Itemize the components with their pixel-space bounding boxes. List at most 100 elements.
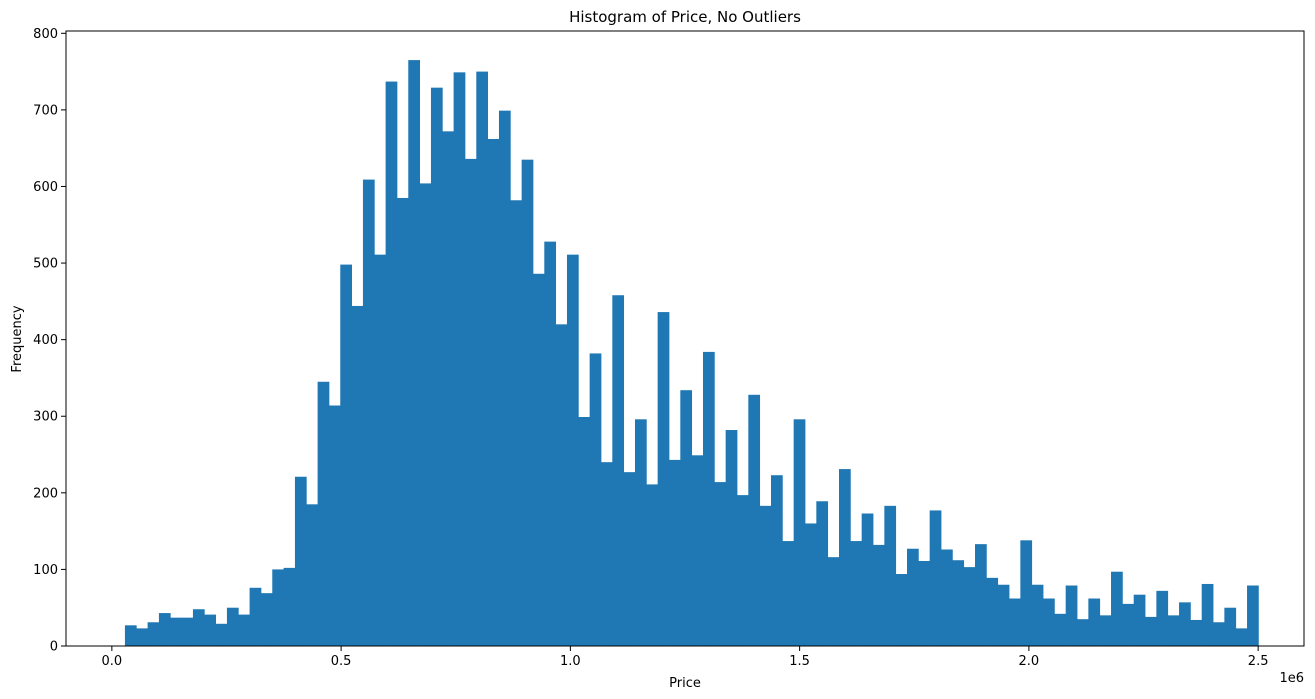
- y-tick-label: 100: [33, 563, 58, 578]
- histogram-bar: [317, 381, 330, 646]
- histogram-bar: [736, 495, 749, 646]
- histogram-bar: [1167, 615, 1180, 646]
- histogram-bar: [362, 179, 375, 646]
- histogram-bar: [328, 405, 341, 646]
- histogram-bar: [759, 505, 772, 646]
- histogram-bar: [340, 264, 353, 646]
- histogram-bar: [430, 87, 443, 647]
- histogram-bar: [374, 254, 387, 646]
- histogram-bar: [408, 60, 421, 647]
- x-axis-offset-label: 1e6: [1279, 671, 1304, 686]
- histogram-bar: [850, 541, 863, 646]
- histogram-bar: [532, 273, 545, 646]
- histogram-bar: [1122, 603, 1135, 646]
- histogram-bar: [668, 459, 681, 646]
- histogram-bar: [464, 158, 477, 646]
- y-tick-label: 500: [33, 257, 58, 272]
- histogram-bar: [1088, 598, 1101, 646]
- histogram-bar: [498, 110, 511, 646]
- histogram-bar: [657, 312, 670, 646]
- histogram-bar: [204, 614, 216, 646]
- histogram-bar: [521, 159, 534, 647]
- histogram-bar: [918, 560, 931, 646]
- histogram-bar: [895, 574, 908, 646]
- histogram-bar: [929, 510, 942, 646]
- histogram-bar: [623, 472, 636, 646]
- histogram-bar: [827, 557, 840, 646]
- histogram-bar: [1043, 598, 1055, 646]
- x-tick-label: 2.5: [1248, 654, 1269, 669]
- histogram-bar: [861, 513, 874, 646]
- bars-group: [124, 60, 1259, 647]
- histogram-bar: [1009, 598, 1021, 646]
- histogram-bar: [1190, 619, 1203, 646]
- histogram-bar: [600, 462, 613, 646]
- histogram-bar: [249, 587, 262, 646]
- histogram-bar: [612, 295, 625, 646]
- histogram-bar: [589, 353, 602, 646]
- histogram-bar: [476, 71, 489, 647]
- histogram-bar: [396, 197, 409, 646]
- y-tick-label: 400: [33, 333, 58, 348]
- histogram-bar: [555, 324, 568, 646]
- histogram-bar: [634, 419, 647, 646]
- histogram-bar: [952, 560, 965, 646]
- histogram-bar: [646, 484, 659, 646]
- histogram-bar: [714, 482, 727, 646]
- histogram-bar: [385, 81, 398, 647]
- histogram-bar: [442, 131, 455, 646]
- histogram-bar: [1111, 571, 1123, 646]
- histogram-bar: [136, 628, 148, 646]
- histogram-bar: [748, 394, 761, 646]
- histogram-bar: [804, 523, 817, 646]
- histogram-bar: [192, 609, 205, 646]
- histogram-bar: [306, 504, 318, 646]
- histogram-bar: [170, 617, 182, 646]
- histogram-bar: [1099, 615, 1112, 646]
- x-tick-label: 0.0: [102, 654, 123, 669]
- histogram-bar: [158, 613, 171, 646]
- histogram-bar: [725, 430, 738, 646]
- histogram-bar: [226, 607, 239, 646]
- histogram-bar: [1156, 590, 1169, 646]
- histogram-bar: [782, 541, 795, 646]
- histogram-bar: [1133, 594, 1146, 646]
- histogram-bar: [941, 549, 953, 646]
- x-tick-label: 1.0: [560, 654, 581, 669]
- y-tick-label: 600: [33, 180, 58, 195]
- histogram-bar: [1031, 584, 1044, 646]
- y-tick-label: 800: [33, 27, 58, 42]
- histogram-bar: [260, 593, 273, 646]
- histogram-bar: [873, 544, 885, 646]
- histogram-bar: [578, 417, 591, 646]
- histogram-bar: [487, 138, 500, 647]
- histogram-bar: [510, 200, 523, 646]
- histogram-bar: [215, 623, 228, 646]
- histogram-bar: [351, 305, 364, 646]
- x-tick-label: 1.5: [789, 654, 810, 669]
- x-axis-ticks: 0.0 0.5 1.0 1.5 2.0 2.5: [102, 646, 1269, 669]
- y-axis-ticks: 0 100 200 300 400 500 600 700 800: [33, 27, 66, 655]
- histogram-bar: [1020, 540, 1033, 646]
- histogram-bar: [986, 577, 999, 646]
- axes-frame: [65, 30, 1305, 647]
- histogram-bar: [1247, 585, 1259, 646]
- histogram-bar: [691, 455, 704, 646]
- histogram-bar: [1145, 616, 1157, 646]
- histogram-bar: [884, 505, 897, 646]
- histogram-bar: [294, 476, 307, 646]
- histogram-bar: [1201, 583, 1214, 646]
- histogram-bar: [124, 625, 137, 646]
- y-tick-label: 0: [50, 640, 58, 655]
- histogram-bar: [1213, 622, 1225, 646]
- histogram-bar: [816, 501, 829, 646]
- y-tick-label: 300: [33, 410, 58, 425]
- histogram-bar: [419, 183, 432, 646]
- histogram-bar: [1224, 607, 1237, 646]
- histogram-bar: [544, 241, 557, 646]
- histogram-bar: [147, 622, 160, 646]
- histogram-bar: [975, 544, 987, 646]
- histogram-bar: [238, 614, 250, 646]
- histogram-bar: [272, 569, 284, 646]
- histogram-bar: [453, 72, 466, 647]
